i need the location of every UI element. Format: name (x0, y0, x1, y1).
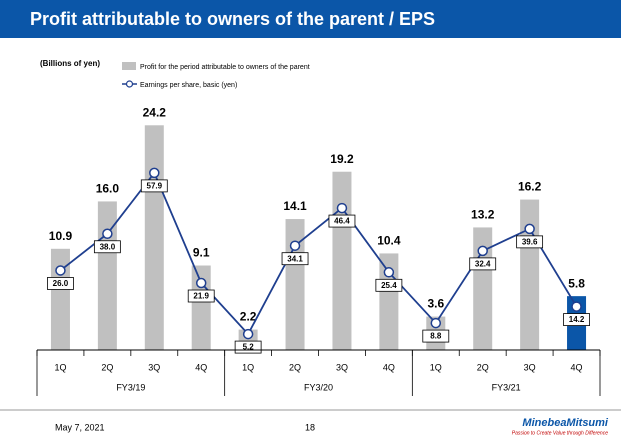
eps-marker (55, 265, 66, 276)
slide-title: Profit attributable to owners of the par… (30, 9, 435, 29)
bar-value-label: 14.1 (283, 199, 307, 213)
logo-tagline: Passion to Create Value through Differen… (512, 430, 608, 436)
x-tick-label: 2Q (289, 362, 301, 372)
eps-label-box (328, 214, 356, 228)
bar-value-label: 9.1 (193, 246, 210, 260)
eps-label-box (93, 240, 121, 254)
eps-label-box (516, 235, 544, 249)
unit-label: (Billions of yen) (40, 59, 100, 68)
eps-marker (383, 267, 395, 278)
x-tick-label: 2Q (477, 362, 489, 372)
x-tick-label: 4Q (571, 362, 583, 372)
eps-marker (336, 202, 348, 214)
x-tick-label: 1Q (430, 362, 442, 372)
eps-label-box (422, 329, 450, 343)
bar (144, 125, 164, 351)
eps-value-label: 5.2 (243, 343, 255, 352)
eps-marker (430, 317, 442, 329)
bar (285, 219, 305, 350)
x-tick-label: 4Q (195, 362, 207, 372)
bar-value-label: 16.2 (518, 180, 542, 194)
bar-value-label: 2.2 (240, 310, 257, 324)
eps-value-label: 26.0 (53, 279, 69, 288)
x-tick-label: 2Q (101, 362, 113, 372)
eps-value-label: 14.2 (569, 315, 585, 324)
legend-label: Earnings per share, basic (yen) (140, 82, 237, 89)
bar-value-label: 24.2 (143, 105, 167, 119)
eps-value-label: 34.1 (287, 254, 303, 263)
bar (520, 199, 540, 350)
logo: MinebeaMitsumi (522, 417, 609, 429)
legend-swatch (122, 62, 136, 70)
bar-value-label: 10.4 (377, 234, 401, 248)
bar (50, 248, 70, 350)
x-tick-label: 3Q (148, 362, 160, 372)
eps-marker (477, 245, 488, 257)
group-label: FY3/20 (304, 382, 333, 392)
eps-value-label: 25.4 (381, 281, 397, 290)
eps-value-label: 46.4 (334, 217, 350, 226)
eps-value-label: 32.4 (475, 260, 491, 269)
eps-label-box (469, 257, 497, 271)
eps-value-label: 39.6 (522, 237, 538, 246)
group-label: FY3/21 (492, 382, 521, 392)
eps-marker (195, 277, 207, 289)
eps-label-box (281, 252, 309, 266)
eps-value-label: 21.9 (193, 292, 209, 301)
group-label: FY3/19 (116, 382, 145, 392)
eps-marker (149, 167, 160, 179)
bar-value-label: 3.6 (427, 297, 444, 311)
eps-label-box (563, 313, 590, 326)
x-tick-label: 3Q (524, 362, 536, 372)
x-tick-label: 1Q (242, 362, 254, 372)
legend-label: Profit for the period attributable to ow… (140, 64, 310, 71)
page-number: 18 (305, 422, 315, 432)
eps-value-label: 8.8 (430, 332, 442, 341)
eps-marker (571, 301, 582, 312)
bar-value-label: 16.0 (96, 182, 120, 196)
x-tick-label: 3Q (336, 362, 348, 372)
eps-marker (289, 240, 301, 251)
footer-date: May 7, 2021 (55, 422, 105, 432)
bar-value-label: 10.9 (49, 229, 73, 243)
x-tick-label: 4Q (383, 362, 395, 372)
bar (191, 265, 211, 350)
legend-swatch (125, 80, 134, 88)
eps-marker (242, 328, 254, 340)
header-bar (0, 0, 621, 38)
bar-value-label: 13.2 (471, 208, 495, 222)
eps-marker (102, 228, 113, 240)
bar-value-label: 19.2 (330, 152, 354, 166)
eps-marker (524, 223, 535, 235)
eps-label-box (187, 289, 215, 303)
eps-label-box (375, 278, 403, 292)
bar-value-label: 5.8 (568, 276, 585, 290)
eps-label-box (140, 179, 168, 193)
bar (332, 171, 352, 350)
eps-label-box (47, 277, 74, 290)
eps-value-label: 57.9 (147, 182, 163, 191)
eps-value-label: 38.0 (100, 242, 116, 251)
x-tick-label: 1Q (54, 362, 66, 372)
